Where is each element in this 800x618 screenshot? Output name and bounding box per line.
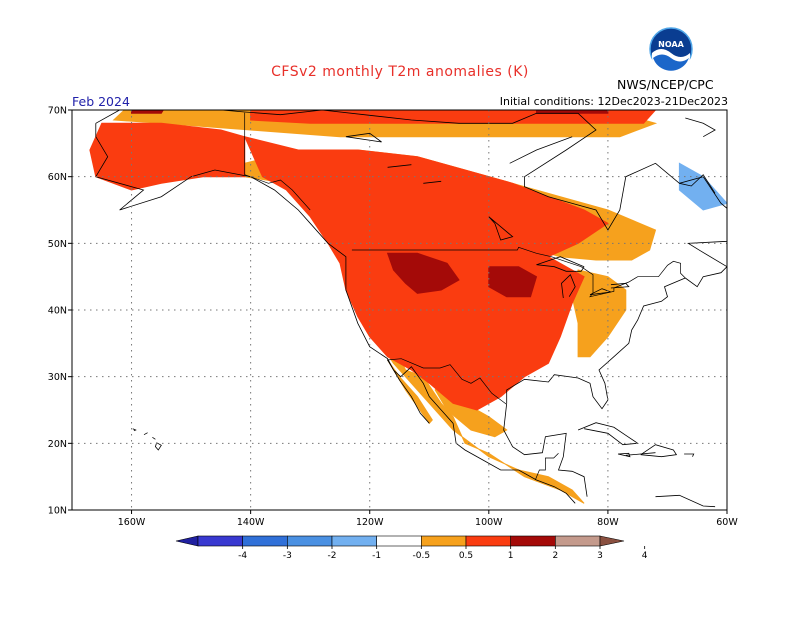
coastline-segment — [509, 136, 573, 164]
coastline-segment — [625, 452, 656, 456]
coastline-segment — [152, 436, 156, 440]
legend-label: -4 — [238, 551, 247, 561]
logo-text: NOAA — [658, 40, 684, 49]
coastline-segment — [387, 164, 412, 168]
coastline-segment — [684, 453, 695, 457]
legend-bin — [287, 535, 333, 547]
legend-bin — [510, 535, 556, 547]
anomaly-region — [387, 359, 433, 425]
country-border — [534, 453, 559, 481]
anomaly-region — [250, 110, 657, 124]
coastline-segment — [95, 110, 727, 231]
anomaly-region — [536, 110, 609, 114]
forecast-period: Feb 2024 — [72, 94, 130, 109]
legend-bin — [197, 535, 243, 547]
anomaly-region — [488, 266, 538, 298]
anomaly-region — [131, 110, 164, 114]
coastline-segment — [561, 273, 576, 299]
legend-bin — [599, 535, 625, 547]
legend-label: 1 — [508, 551, 514, 561]
map-title: CFSv2 monthly T2m anomalies (K) — [271, 64, 529, 80]
coastline-segment — [536, 256, 585, 272]
coastline-segment — [387, 359, 430, 424]
legend-bin — [331, 535, 377, 547]
initial-conditions: Initial conditions: 12Dec2023-21Dec2023 — [499, 95, 728, 108]
lat-tick-label: 20N — [48, 439, 67, 450]
color-legend: -4 -3 -2 -1 -0.5 0.5 1 2 3 4 — [175, 535, 648, 561]
coastline-segment — [589, 288, 612, 296]
legend-label: -2 — [328, 551, 337, 561]
noaa-logo: NOAA — [649, 27, 693, 71]
legend-bin — [242, 535, 288, 547]
legend-bin — [376, 535, 422, 547]
lon-tick-label: 140W — [237, 517, 265, 528]
anomaly-region — [386, 252, 460, 294]
anomaly-fields — [89, 110, 727, 504]
anomaly-region — [89, 122, 246, 191]
lon-tick-label: 60W — [716, 517, 738, 528]
legend-label: 3 — [597, 551, 603, 561]
coastline-segment — [345, 132, 382, 143]
graticule — [72, 110, 727, 510]
axis-ticks: 10N 20N 30N 40N 50N 60N 70N 160W 140W 120W 100W 80W… — [48, 106, 739, 529]
legend-bin — [465, 535, 511, 547]
lat-tick-label: 30N — [48, 372, 67, 383]
coastline-segment — [655, 494, 716, 508]
legend-label: -1 — [372, 551, 381, 561]
lon-tick-label: 80W — [597, 517, 619, 528]
lat-tick-label: 10N — [48, 506, 67, 517]
coastline-segment — [503, 403, 588, 497]
coastline-segment — [610, 282, 630, 289]
lat-tick-label: 60N — [48, 172, 67, 183]
legend-label: -3 — [283, 551, 292, 561]
coastlines — [95, 110, 727, 510]
legend-bin — [175, 535, 199, 547]
country-border — [244, 112, 311, 211]
coastline-segment — [679, 174, 716, 194]
legend-label: 4 — [642, 551, 648, 561]
legend-label: 2 — [552, 551, 558, 561]
lon-tick-label: 120W — [356, 517, 384, 528]
anomaly-region — [678, 162, 727, 211]
coastline-segment — [577, 422, 639, 446]
lat-tick-label: 50N — [48, 239, 67, 250]
country-border — [386, 358, 507, 405]
lat-tick-label: 40N — [48, 306, 67, 317]
legend-bin — [421, 535, 467, 547]
lat-tick-label: 70N — [48, 106, 67, 117]
coastline-segment — [154, 442, 162, 451]
coastline-segment — [640, 444, 678, 458]
lon-tick-label: 100W — [475, 517, 503, 528]
coastline-segment — [143, 432, 148, 436]
lon-tick-label: 160W — [118, 517, 146, 528]
coastline-segment — [488, 216, 514, 241]
coastline-segment — [95, 123, 109, 177]
country-border — [351, 246, 686, 298]
coastline-segment — [423, 180, 442, 184]
coastline-segment — [685, 117, 716, 138]
legend-label: 0.5 — [459, 551, 473, 561]
legend-bin — [555, 535, 601, 547]
legend-label: -0.5 — [413, 551, 431, 561]
agency-label: NWS/NCEP/CPC — [617, 77, 714, 92]
coastline-segment — [132, 428, 137, 432]
